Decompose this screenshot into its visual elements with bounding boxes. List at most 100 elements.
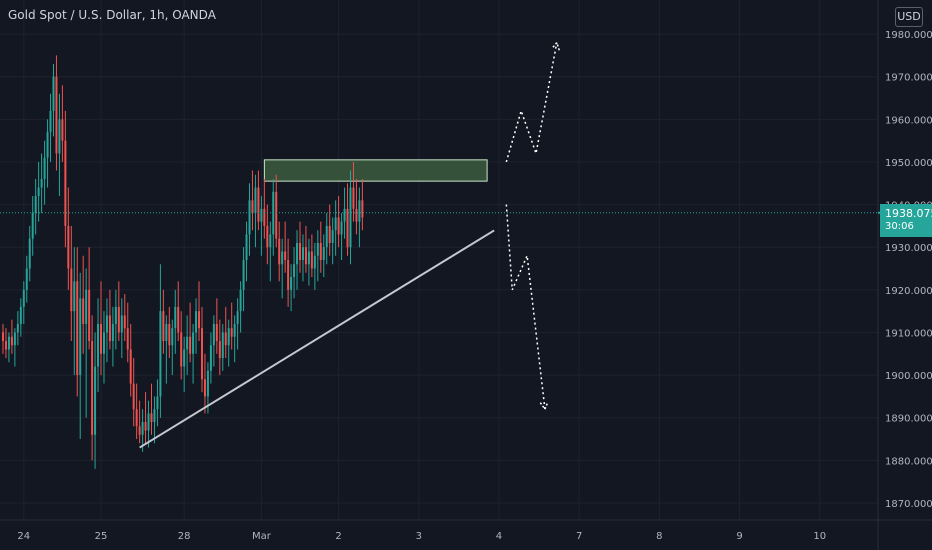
candle-body (49, 110, 52, 133)
y-tick-label: 1960.000 (885, 115, 932, 126)
candle-body (296, 242, 299, 265)
x-tick-label: 10 (813, 531, 826, 542)
candle-body (183, 349, 186, 367)
candle-body (307, 251, 310, 265)
candle-body (192, 332, 195, 354)
candle-body (4, 340, 7, 350)
x-tick-label: Mar (252, 531, 272, 542)
candle-body (37, 187, 40, 197)
candle-body (64, 140, 67, 226)
candle-body (257, 187, 260, 222)
candle-body (100, 323, 103, 354)
candle-body (31, 213, 34, 239)
candle-body (343, 208, 346, 222)
candle-body (263, 208, 266, 226)
candle-body (284, 251, 287, 260)
candle-body (325, 225, 328, 248)
candle-body (239, 289, 242, 312)
candle-body (212, 323, 215, 346)
candle-body (25, 268, 28, 290)
candle-body (22, 289, 25, 307)
candle-body (346, 208, 349, 248)
candle-body (55, 76, 58, 154)
candle-body (147, 413, 150, 431)
candle-body (85, 289, 88, 324)
candle-body (70, 268, 73, 312)
candle-body (114, 306, 117, 324)
candle-body (328, 225, 331, 243)
candle-body (269, 234, 272, 248)
candle-body (46, 132, 49, 158)
candle-body (349, 187, 352, 248)
candle-body (236, 311, 239, 324)
candle-body (76, 281, 79, 376)
candle-body (281, 251, 284, 265)
candle-body (337, 217, 340, 235)
candle-body (260, 208, 263, 222)
candle-body (203, 379, 206, 397)
candle-body (43, 157, 46, 180)
candle-body (138, 426, 141, 435)
candle-body (94, 366, 97, 435)
candle-body (19, 306, 22, 324)
candle-body (310, 251, 313, 269)
candle-body (227, 328, 230, 346)
candle-body (40, 179, 43, 188)
candle-body (218, 340, 221, 359)
x-tick-label: 9 (736, 531, 742, 542)
candle-body (224, 332, 227, 346)
candle-body (233, 323, 236, 337)
candle-body (221, 332, 224, 359)
candle-body (132, 383, 135, 410)
x-tick-label: 8 (656, 531, 662, 542)
candle-body (200, 328, 203, 380)
x-tick-label: 7 (576, 531, 582, 542)
candle-body (254, 187, 257, 214)
y-tick-label: 1910.000 (885, 328, 932, 339)
candle-body (230, 328, 233, 337)
candle-body (278, 238, 281, 265)
candle-body (126, 328, 129, 350)
candle-body (319, 242, 322, 260)
candle-body (340, 221, 343, 235)
candle-body (7, 336, 10, 350)
candle-body (10, 336, 13, 346)
bearish-projection-arrowhead (539, 401, 549, 411)
bullish-projection (505, 42, 558, 163)
candle-body (352, 187, 355, 209)
candle-body (2, 332, 4, 341)
candle-body (248, 200, 251, 235)
candle-body (153, 409, 156, 422)
candle-body (334, 217, 337, 231)
currency-button[interactable]: USD (895, 7, 923, 27)
candle-body (186, 336, 189, 350)
candle-body (82, 298, 85, 324)
candle-body (266, 225, 269, 248)
candle-body (117, 306, 120, 333)
candle-body (156, 396, 159, 410)
candle-body (195, 311, 198, 333)
candle-body (97, 323, 100, 367)
candle-body (159, 311, 162, 397)
candle-body (174, 306, 177, 329)
candle-body (313, 255, 316, 269)
x-tick-label: 28 (178, 531, 191, 542)
candle-body (287, 260, 290, 290)
candle-body (331, 230, 334, 243)
y-tick-label: 1930.000 (885, 243, 932, 254)
candle-body (322, 247, 325, 260)
candle-body (304, 247, 307, 265)
candle-body (129, 349, 132, 384)
candle-body (242, 260, 245, 290)
candle-body (52, 76, 55, 111)
candle-body (171, 328, 174, 346)
x-tick-label: 2 (335, 531, 341, 542)
candle-body (293, 264, 296, 278)
candle-body (88, 289, 91, 341)
x-tick-label: 4 (496, 531, 502, 542)
candle-body (13, 332, 16, 346)
candle-body (316, 242, 319, 256)
